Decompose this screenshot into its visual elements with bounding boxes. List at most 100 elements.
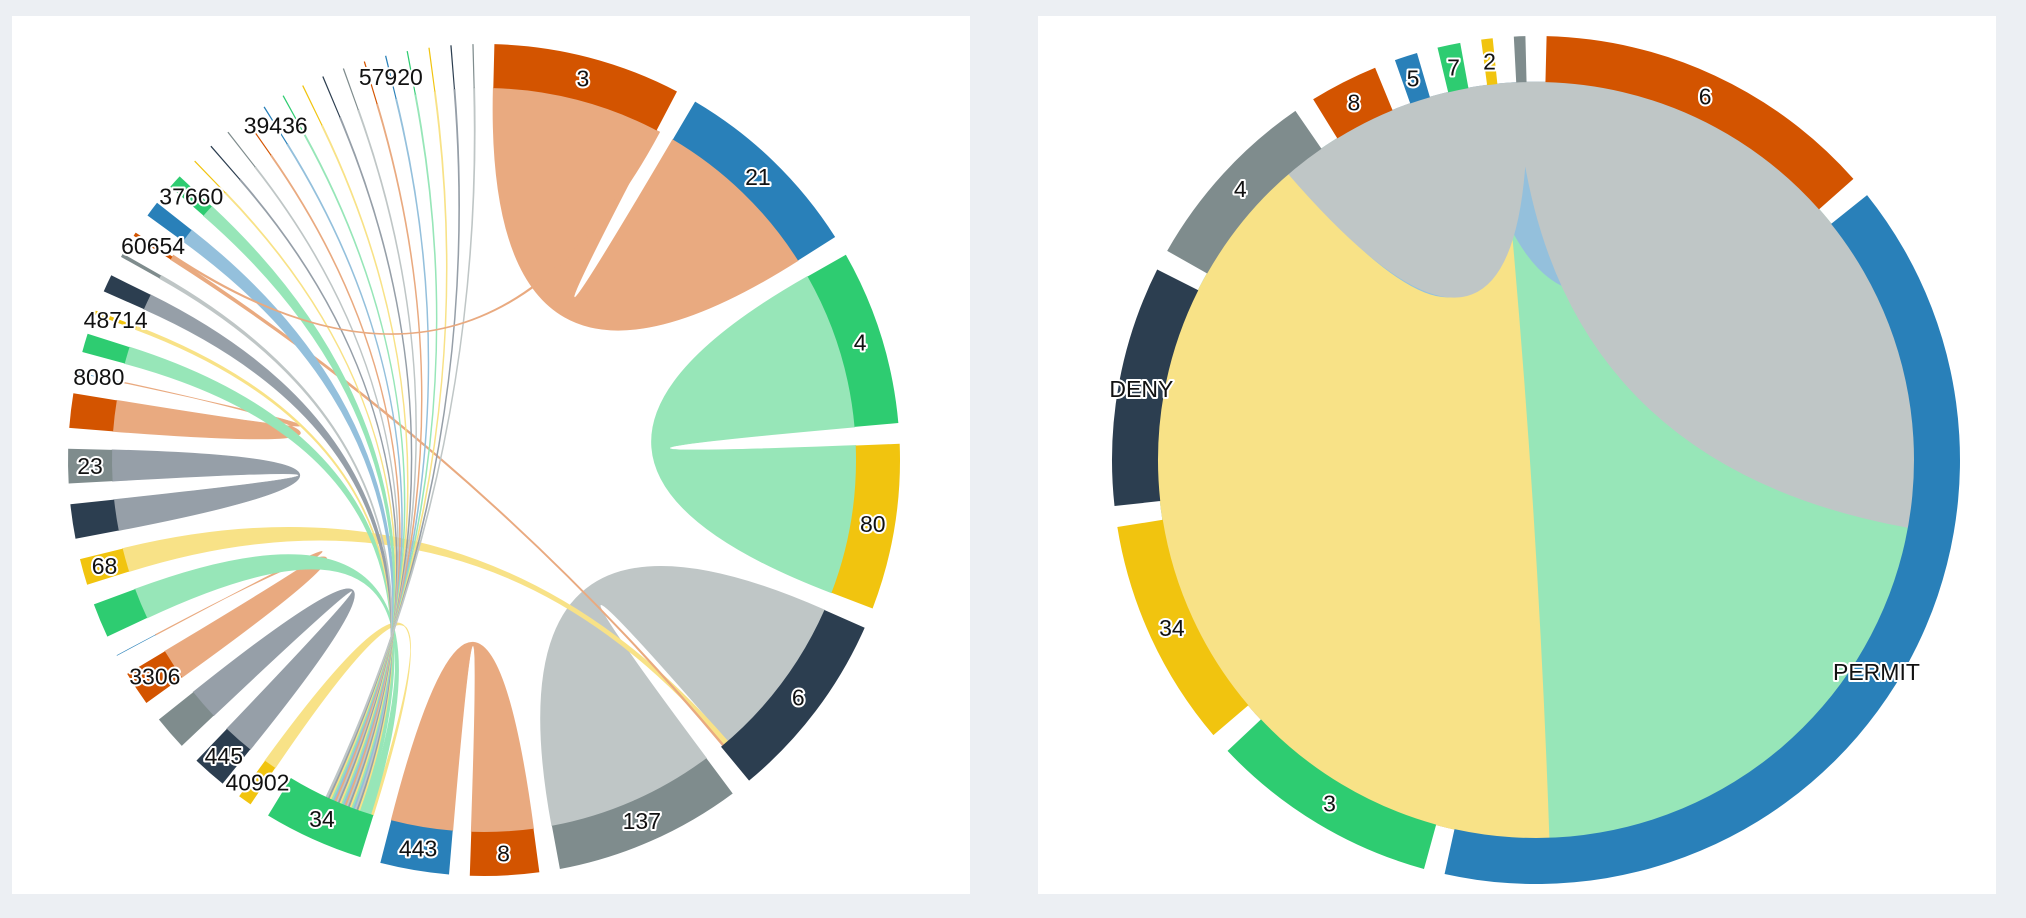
group-arc-33[interactable] bbox=[302, 85, 323, 126]
group-label-24: 60654 bbox=[121, 233, 185, 259]
group-arc-7[interactable] bbox=[1394, 53, 1430, 104]
chord-ribbon-14 bbox=[158, 274, 393, 810]
group-arc-20[interactable] bbox=[82, 333, 130, 364]
group-arc-6[interactable] bbox=[469, 828, 540, 876]
group-label-3: 80 bbox=[860, 511, 886, 537]
chord-ribbon-12 bbox=[135, 325, 393, 812]
group-arc-41[interactable] bbox=[472, 44, 475, 89]
group-arc-38[interactable] bbox=[406, 51, 416, 95]
group-label-19: 8080 bbox=[73, 364, 124, 390]
group-arc-5[interactable] bbox=[551, 758, 733, 870]
group-arc-10[interactable] bbox=[1513, 36, 1527, 83]
group-arc-39[interactable] bbox=[428, 47, 436, 92]
group-arc-16[interactable] bbox=[70, 499, 119, 539]
group-arc-7[interactable] bbox=[380, 820, 453, 875]
group-arc-4[interactable] bbox=[1112, 269, 1199, 507]
group-arc-0[interactable] bbox=[1545, 36, 1854, 210]
group-arc-25[interactable] bbox=[147, 202, 192, 242]
group-arc-31[interactable] bbox=[263, 106, 288, 145]
group-arc-0[interactable] bbox=[493, 44, 677, 131]
group-arc-21[interactable] bbox=[94, 310, 137, 330]
group-arc-22[interactable] bbox=[103, 275, 151, 310]
group-label-26: 37660 bbox=[159, 183, 223, 209]
group-arc-12[interactable] bbox=[127, 651, 183, 703]
group-label-17: 23 bbox=[77, 453, 103, 479]
group-arc-14[interactable] bbox=[93, 589, 148, 637]
chord-ribbon-18 bbox=[224, 191, 397, 808]
group-label-37: 57920 bbox=[359, 64, 423, 90]
group-label-9: 40902 bbox=[225, 769, 289, 795]
group-label-0: 3 bbox=[576, 66, 589, 92]
group-arc-1[interactable] bbox=[672, 101, 836, 261]
chord-ribbon-22 bbox=[286, 143, 403, 806]
group-arc-15[interactable] bbox=[79, 548, 130, 585]
group-arc-18[interactable] bbox=[69, 393, 117, 432]
group-label-1: 21 bbox=[745, 164, 771, 190]
chord-panel-right: 6 PERMIT 3 34 DENY 4 8 5 7 2 bbox=[1038, 16, 1996, 894]
group-arc-5[interactable] bbox=[1167, 110, 1322, 274]
group-label-3: 34 bbox=[1159, 615, 1185, 641]
group-arc-4[interactable] bbox=[721, 609, 865, 781]
ribbons bbox=[1157, 81, 1915, 839]
group-label-1: PERMIT bbox=[1833, 659, 1920, 685]
group-label-12: 3306 bbox=[129, 664, 180, 690]
group-arc-29[interactable] bbox=[227, 131, 256, 168]
group-arc-24[interactable] bbox=[133, 232, 173, 260]
group-arcs bbox=[68, 44, 900, 876]
group-arc-13[interactable] bbox=[116, 634, 156, 656]
chord-ribbon-5 bbox=[192, 588, 355, 750]
group-arc-17[interactable] bbox=[68, 448, 113, 484]
group-arc-1[interactable] bbox=[1444, 195, 1960, 884]
chord-ribbon-30 bbox=[328, 90, 448, 800]
chord-ribbon-3 bbox=[390, 641, 534, 833]
group-arc-28[interactable] bbox=[210, 145, 241, 180]
group-arc-2[interactable] bbox=[1227, 719, 1437, 869]
group-arc-40[interactable] bbox=[450, 45, 455, 90]
group-arc-26[interactable] bbox=[170, 176, 212, 216]
group-label-7: 443 bbox=[399, 835, 437, 861]
group-arc-8[interactable] bbox=[1437, 42, 1469, 93]
chord-ribbon-33 bbox=[171, 129, 661, 335]
group-label-8: 7 bbox=[1447, 55, 1460, 81]
group-arc-8[interactable] bbox=[268, 777, 374, 858]
group-arc-3[interactable] bbox=[1117, 519, 1249, 736]
chord-ribbon-13 bbox=[143, 294, 393, 811]
group-arc-10[interactable] bbox=[196, 728, 251, 784]
group-label-0: 6 bbox=[1699, 83, 1712, 109]
group-label-10: 445 bbox=[205, 743, 243, 769]
group-labels: 6 PERMIT 3 34 DENY 4 8 5 7 2 bbox=[1107, 47, 1921, 819]
group-arc-19[interactable] bbox=[77, 372, 121, 383]
group-arc-37[interactable] bbox=[385, 55, 397, 99]
chord-ribbon-1 bbox=[651, 275, 857, 594]
group-arc-23[interactable] bbox=[120, 253, 162, 279]
group-arc-9[interactable] bbox=[239, 760, 276, 805]
group-arc-2[interactable] bbox=[807, 254, 899, 427]
group-arc-3[interactable] bbox=[831, 443, 900, 609]
group-arc-36[interactable] bbox=[363, 61, 378, 104]
group-arc-32[interactable] bbox=[282, 95, 305, 135]
chord-ribbon-21 bbox=[269, 154, 401, 806]
chord-ribbon-8 bbox=[1288, 81, 1915, 528]
chord-panel-left: 3 21 4 80 6 137 8 443 34 40902 445 3306 68 23 8080 4871… bbox=[12, 16, 970, 894]
group-arcs bbox=[1112, 36, 1960, 884]
group-label-2: 3 bbox=[1323, 791, 1336, 817]
group-label-15: 68 bbox=[92, 553, 118, 579]
group-arc-6[interactable] bbox=[1313, 67, 1393, 139]
group-arc-34[interactable] bbox=[322, 76, 341, 118]
group-label-31: 39436 bbox=[244, 113, 308, 139]
chord-ribbon-20 bbox=[253, 165, 400, 807]
group-arc-11[interactable] bbox=[158, 692, 214, 746]
group-label-9: 2 bbox=[1483, 49, 1496, 75]
group-arc-27[interactable] bbox=[194, 160, 226, 194]
chord-ribbon-9 bbox=[111, 449, 300, 531]
chord-diagram-right: 6 PERMIT 3 34 DENY 4 8 5 7 2 bbox=[1107, 36, 1960, 884]
group-arc-9[interactable] bbox=[1481, 38, 1498, 86]
group-arc-35[interactable] bbox=[342, 68, 359, 111]
group-label-4: DENY bbox=[1109, 376, 1173, 402]
group-label-2: 4 bbox=[854, 330, 867, 356]
group-arc-30[interactable] bbox=[245, 118, 272, 156]
group-label-7: 5 bbox=[1407, 65, 1420, 91]
group-label-6: 8 bbox=[497, 841, 510, 867]
